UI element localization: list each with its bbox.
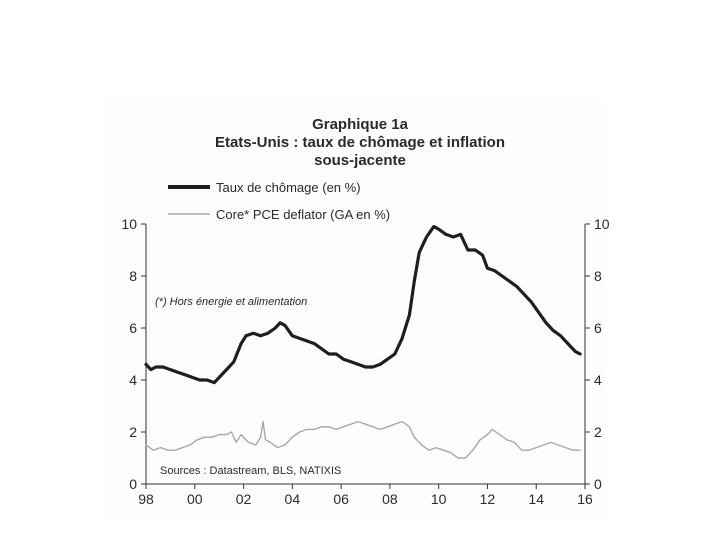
x-tick-label: 12 bbox=[480, 491, 496, 507]
chart-source: Sources : Datastream, BLS, NATIXIS bbox=[160, 465, 341, 477]
y-right-tick-label: 0 bbox=[594, 476, 602, 492]
chart-title-line-3: sous-jacente bbox=[314, 152, 406, 169]
x-tick-label: 16 bbox=[577, 491, 593, 507]
series-line-core-pce bbox=[145, 420, 581, 459]
x-tick-label: 98 bbox=[138, 491, 154, 507]
chart-title-line-1: Graphique 1a bbox=[312, 116, 408, 133]
legend: Taux de chômage (en %) Core* PCE deflato… bbox=[168, 180, 390, 222]
y-right-tick-label: 10 bbox=[594, 216, 610, 232]
y-right-tick-label: 8 bbox=[594, 268, 602, 284]
series-group bbox=[144, 225, 582, 459]
x-tick-label: 00 bbox=[187, 491, 203, 507]
y-right-tick-label: 4 bbox=[594, 372, 602, 388]
y-right-tick-label: 2 bbox=[594, 424, 602, 440]
chart-title-line-2: Etats-Unis : taux de chômage et inflatio… bbox=[214, 134, 506, 151]
y-left-tick-label: 10 bbox=[121, 216, 137, 232]
x-tick-label: 02 bbox=[236, 491, 252, 507]
figure-panel bbox=[104, 100, 604, 522]
chart-annotation: (*) Hors énergie et alimentation bbox=[155, 296, 307, 308]
x-tick-label: 10 bbox=[431, 491, 447, 507]
x-tick-label: 04 bbox=[285, 491, 301, 507]
y-right-tick-label: 6 bbox=[594, 320, 602, 336]
y-left-tick-label: 0 bbox=[129, 476, 137, 492]
x-tick-label: 14 bbox=[528, 491, 544, 507]
series-line-unemployment bbox=[144, 225, 582, 385]
y-left-tick-label: 2 bbox=[129, 424, 137, 440]
y-left-tick-label: 4 bbox=[129, 372, 137, 388]
x-tick-label: 08 bbox=[382, 491, 398, 507]
legend-label-unemployment: Taux de chômage (en %) bbox=[216, 180, 361, 195]
x-tick-label: 06 bbox=[333, 491, 349, 507]
y-left-tick-label: 6 bbox=[129, 320, 137, 336]
y-left-tick-label: 8 bbox=[129, 268, 137, 284]
legend-label-core-pce: Core* PCE deflator (GA en %) bbox=[216, 207, 390, 222]
axes bbox=[145, 224, 586, 485]
